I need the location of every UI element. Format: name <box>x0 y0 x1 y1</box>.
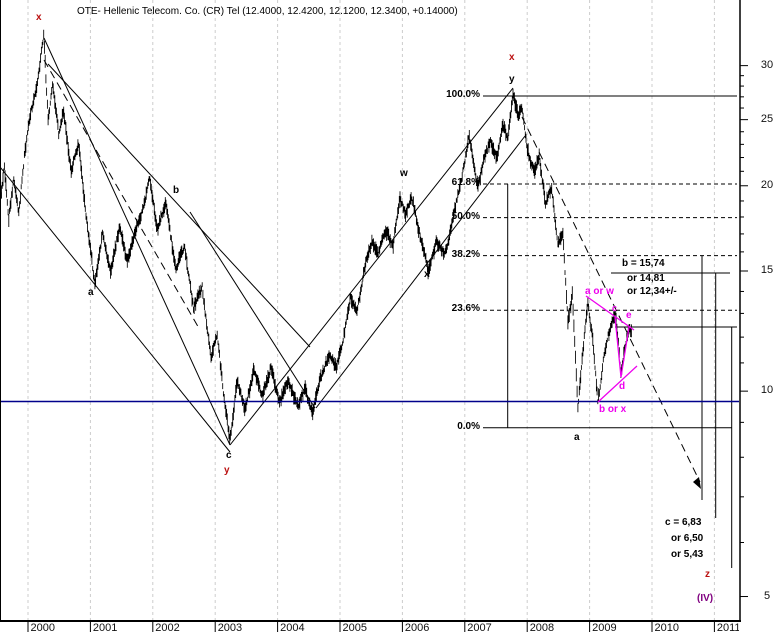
uptrend-line-from-2004-low <box>315 135 526 409</box>
wave-label-IV-projected: (IV) <box>697 593 714 604</box>
fib-label-0: 0.0% <box>457 420 480 432</box>
wave-label-e-triangle: e <box>626 310 632 321</box>
price-label-15: 15 <box>760 264 774 276</box>
target-label-c-6.83: c = 6,83 <box>665 517 702 528</box>
year-label-2004: 2004 <box>280 622 305 633</box>
wave-label-x-2007-peak: x <box>509 52 515 63</box>
target-label-or-6.50: or 6,50 <box>671 533 704 544</box>
year-label-2006: 2006 <box>404 622 430 633</box>
downtrend-line-to-2004-low <box>189 211 316 409</box>
year-label-2007: 2007 <box>467 622 492 633</box>
wave-label-d-triangle: d <box>619 381 626 392</box>
year-label-2011: 2011 <box>716 622 739 633</box>
year-label-2001: 2001 <box>92 622 118 633</box>
projection-dashed-decline <box>521 116 701 483</box>
price-label-30: 30 <box>760 58 774 71</box>
fib-label-38.2: 38.2% <box>451 248 480 260</box>
year-label-2008: 2008 <box>529 622 555 633</box>
downtrend-line-steep <box>43 37 231 446</box>
wave-label-c-2003-low: c <box>226 450 232 461</box>
chart-title: OTE- Hellenic Telecom. Co. (CR) Tel (12.… <box>77 6 458 17</box>
x-axis-labels: 2000 2001 2002 2003 2004 2005 2006 2007 2008 2009… <box>30 622 740 633</box>
fib-label-23.6: 23.6% <box>451 303 480 315</box>
year-label-2002: 2002 <box>155 622 180 633</box>
downtrend-channel-lower <box>0 166 231 453</box>
wave-label-b-2002: b <box>173 185 180 196</box>
projection-arrowhead-icon <box>693 477 701 489</box>
triangle-lower-trendline <box>597 365 638 403</box>
target-label-or-5.43: or 5,43 <box>671 549 704 560</box>
wave-label-x-2000-peak: x <box>36 12 42 23</box>
wave-label-a-2008-low: a <box>574 432 580 443</box>
wave-label-w-2006: w <box>400 168 408 179</box>
downtrend-line-shallow <box>47 63 311 348</box>
year-label-2009: 2009 <box>592 622 617 633</box>
year-label-2000: 2000 <box>30 622 55 633</box>
triangle-upper-trendline <box>585 295 635 331</box>
year-label-2010: 2010 <box>654 622 679 633</box>
fib-label-61.8: 61.8% <box>451 177 480 188</box>
fib-label-100: 100.0% <box>446 89 480 100</box>
wave-label-x-2006-dip: x <box>424 269 430 280</box>
wave-label-b-or-x: b or x <box>599 404 627 415</box>
year-label-2003: 2003 <box>217 622 243 633</box>
wave-label-a-2001: a <box>88 287 94 298</box>
wave-label-y-2007-peak: y <box>509 74 515 85</box>
wave-label-y-2003-low: y <box>224 465 230 476</box>
price-label-5: 5 <box>763 589 771 602</box>
triangle-leg-d-e <box>620 326 630 378</box>
wave-label-z-projected: z <box>705 569 710 580</box>
price-label-20: 20 <box>760 178 774 191</box>
wave-label-c-triangle: c <box>612 303 618 313</box>
target-label-or-12.34: or 12,34+/- <box>627 286 677 297</box>
uptrend-line-from-c-low <box>229 87 514 446</box>
target-label-b-15.74: b = 15,74 <box>622 258 665 269</box>
year-label-2005: 2005 <box>342 622 367 633</box>
target-label-or-14.81: or 14,81 <box>627 273 665 284</box>
triangle-leg-c-d <box>614 316 622 378</box>
price-label-25: 25 <box>760 112 774 125</box>
price-label-10: 10 <box>760 384 774 397</box>
fib-label-50: 50.0% <box>451 210 480 222</box>
wave-label-a-or-w: a or w <box>585 286 614 297</box>
